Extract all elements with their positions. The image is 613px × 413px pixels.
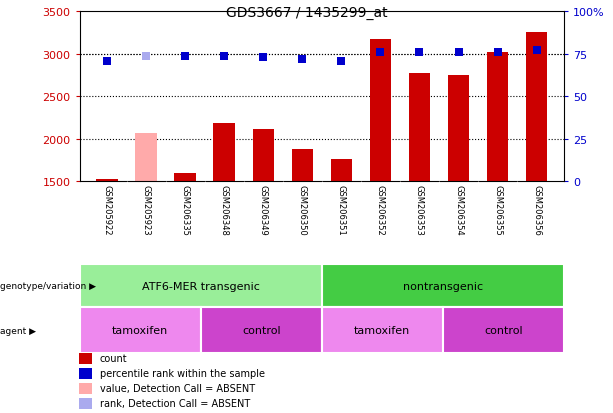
Bar [253,130,274,182]
Text: rank, Detection Call = ABSENT: rank, Detection Call = ABSENT [99,399,250,408]
Text: tamoxifen: tamoxifen [354,325,411,335]
Bar [330,160,352,182]
Bar [409,74,430,182]
Point [414,50,424,56]
Bar [292,150,313,182]
Text: GSM206349: GSM206349 [259,184,268,235]
Text: GSM206355: GSM206355 [493,184,502,235]
Text: tamoxifen: tamoxifen [112,325,169,335]
Bar [80,308,201,353]
Bar [174,173,196,182]
Point [531,48,541,55]
Point [493,50,503,56]
Text: percentile rank within the sample: percentile rank within the sample [99,368,265,378]
Point [180,53,190,60]
Text: GSM206353: GSM206353 [415,184,424,235]
Point [102,58,112,65]
Bar [78,368,92,379]
Point [219,53,229,60]
Bar [135,133,157,182]
Bar [487,53,508,182]
Point [376,50,386,56]
Text: GSM206350: GSM206350 [298,184,306,235]
Bar [322,308,443,353]
Text: ATF6-MER transgenic: ATF6-MER transgenic [142,281,260,291]
Text: control: control [242,325,281,335]
Point [337,58,346,65]
Text: GSM206354: GSM206354 [454,184,463,235]
Bar [201,308,322,353]
Text: control: control [484,325,523,335]
Bar [447,76,470,182]
Bar [370,40,391,182]
Text: GSM205922: GSM205922 [102,184,112,235]
Bar [322,264,564,308]
Bar [78,398,92,409]
Text: GSM206351: GSM206351 [337,184,346,235]
Bar [96,180,118,182]
Text: count: count [99,354,128,363]
Bar [443,308,564,353]
Bar [78,383,92,394]
Point [454,50,463,56]
Text: nontransgenic: nontransgenic [403,281,483,291]
Bar [526,33,547,182]
Point [297,57,307,63]
Bar [78,353,92,364]
Text: genotype/variation ▶: genotype/variation ▶ [0,282,96,290]
Text: GSM206348: GSM206348 [219,184,229,235]
Text: value, Detection Call = ABSENT: value, Detection Call = ABSENT [99,383,255,394]
Text: GDS3667 / 1435299_at: GDS3667 / 1435299_at [226,6,387,20]
Bar [213,123,235,182]
Text: GSM206335: GSM206335 [181,184,189,235]
Text: GSM206356: GSM206356 [532,184,541,235]
Point [141,53,151,60]
Text: GSM206352: GSM206352 [376,184,385,235]
Bar [80,264,322,308]
Text: GSM205923: GSM205923 [142,184,151,235]
Point [258,55,268,62]
Text: agent ▶: agent ▶ [0,326,36,335]
